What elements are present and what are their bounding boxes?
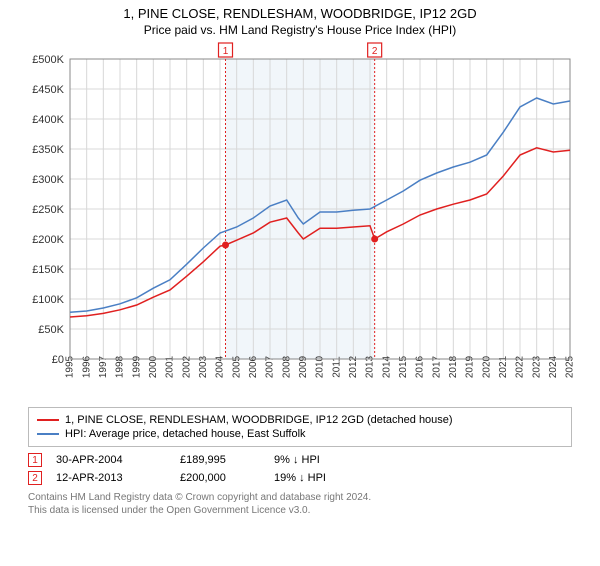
sales-table: 1 30-APR-2004 £189,995 9% ↓ HPI 2 12-APR-2013… (28, 453, 572, 485)
legend-label: 1, PINE CLOSE, RENDLESHAM, WOODBRIDGE, I… (65, 414, 453, 426)
legend-item: 1, PINE CLOSE, RENDLESHAM, WOODBRIDGE, I… (37, 414, 563, 426)
chart-area: £0 £50K £100K £150K £200K £250K £300K £350K £400… (20, 41, 580, 401)
sale-marker-number: 2 (372, 46, 378, 57)
y-axis-label: £100K (32, 294, 64, 306)
footnote-line-1: Contains HM Land Registry data © Crown c… (28, 491, 572, 504)
chart-subtitle: Price paid vs. HM Land Registry's House … (0, 23, 600, 37)
chart-title: 1, PINE CLOSE, RENDLESHAM, WOODBRIDGE, I… (0, 6, 600, 21)
footnote-line-2: This data is licensed under the Open Gov… (28, 504, 572, 517)
sale-date: 12-APR-2013 (56, 472, 166, 484)
y-axis-label: £350K (32, 144, 64, 156)
sale-delta: 19% ↓ HPI (274, 472, 364, 484)
sale-price: £200,000 (180, 472, 260, 484)
legend-label: HPI: Average price, detached house, East… (65, 428, 306, 440)
sale-marker-number: 1 (223, 46, 229, 57)
y-axis-label: £0 (52, 354, 64, 366)
sale-row: 2 12-APR-2013 £200,000 19% ↓ HPI (28, 471, 572, 485)
sale-point-dot (222, 242, 229, 249)
legend-item: HPI: Average price, detached house, East… (37, 428, 563, 440)
sale-badge: 1 (28, 453, 42, 467)
chart-container: 1, PINE CLOSE, RENDLESHAM, WOODBRIDGE, I… (0, 6, 600, 566)
sale-badge: 2 (28, 471, 42, 485)
legend: 1, PINE CLOSE, RENDLESHAM, WOODBRIDGE, I… (28, 407, 572, 447)
sale-delta: 9% ↓ HPI (274, 454, 364, 466)
sale-price: £189,995 (180, 454, 260, 466)
y-axis-label: £150K (32, 264, 64, 276)
sale-row: 1 30-APR-2004 £189,995 9% ↓ HPI (28, 453, 572, 467)
y-axis-label: £200K (32, 234, 64, 246)
y-axis-label: £250K (32, 204, 64, 216)
y-axis-label: £50K (38, 324, 64, 336)
legend-swatch (37, 433, 59, 435)
y-axis-label: £500K (32, 54, 64, 66)
legend-swatch (37, 419, 59, 421)
sale-date: 30-APR-2004 (56, 454, 166, 466)
footnote: Contains HM Land Registry data © Crown c… (28, 491, 572, 517)
y-axis-label: £300K (32, 174, 64, 186)
y-axis-label: £400K (32, 114, 64, 126)
line-chart-svg: £0 £50K £100K £150K £200K £250K £300K £350K £400… (20, 41, 580, 401)
y-axis-label: £450K (32, 84, 64, 96)
sale-point-dot (371, 236, 378, 243)
